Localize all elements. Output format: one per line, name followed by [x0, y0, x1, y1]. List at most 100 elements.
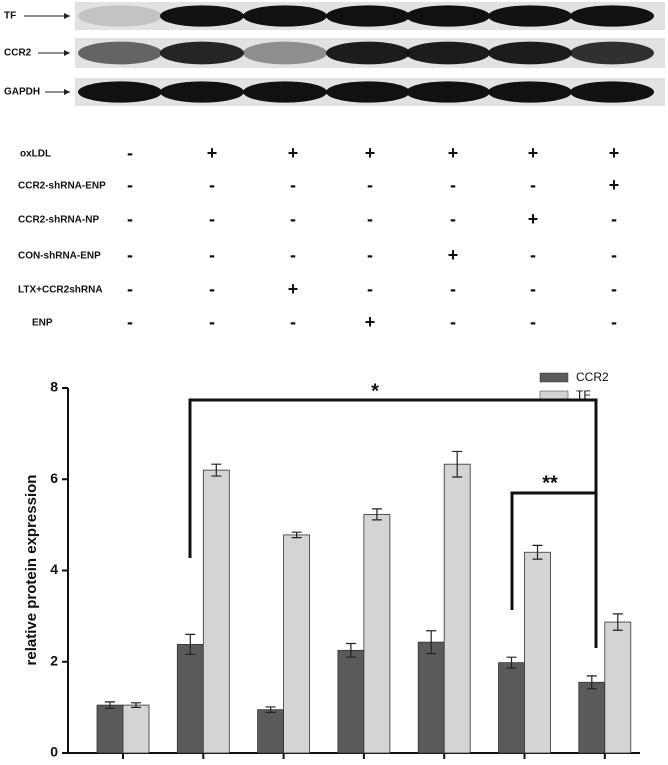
treatment-cell: - — [290, 209, 296, 229]
treatment-cell: + — [448, 143, 459, 163]
blot-band — [570, 81, 654, 103]
treatment-label: CCR2-shRNA-ENP — [18, 181, 106, 192]
treatment-cell: - — [290, 175, 296, 195]
arrow-head — [64, 89, 70, 95]
y-tick-label: 2 — [50, 652, 58, 668]
treatment-cell: - — [290, 245, 296, 265]
treatment-label: LTX+CCR2shRNA — [18, 285, 103, 296]
treatment-cell: + — [365, 312, 376, 332]
bar — [363, 513, 391, 754]
error-bar — [265, 706, 276, 713]
treatment-cell: + — [365, 143, 376, 163]
treatment-cell: + — [528, 209, 539, 229]
treatment-cell: + — [609, 175, 620, 195]
blot-band — [406, 41, 490, 65]
treatment-cell: - — [530, 312, 536, 332]
error-bar — [506, 656, 517, 669]
treatment-label: CCR2-shRNA-NP — [18, 215, 99, 226]
y-tick-label: 4 — [50, 561, 58, 577]
blot-band — [78, 41, 162, 65]
blot-band — [326, 81, 410, 103]
treatment-cell: - — [209, 209, 215, 229]
bar — [96, 704, 124, 754]
y-tick-label: 8 — [50, 379, 58, 395]
treatment-cell: - — [611, 312, 617, 332]
treatment-cell: - — [450, 209, 456, 229]
y-tick-label: 6 — [50, 470, 58, 486]
blot-band — [406, 81, 490, 103]
treatment-cell: - — [127, 143, 133, 163]
blot-band — [326, 41, 410, 65]
legend-label: CCR2 — [576, 370, 609, 384]
blot-band — [78, 5, 162, 27]
treatment-cell: + — [288, 143, 299, 163]
treatment-cell: + — [288, 279, 299, 299]
bar — [257, 709, 285, 754]
error-bar — [185, 633, 196, 656]
bracket — [510, 491, 598, 648]
treatment-cell: - — [209, 245, 215, 265]
blot-band — [160, 81, 244, 103]
blot-label: CCR2 — [4, 48, 32, 59]
treatment-cell: - — [530, 279, 536, 299]
treatment-cell: - — [611, 209, 617, 229]
treatment-cell: - — [367, 279, 373, 299]
blot-band — [160, 41, 244, 65]
blot-label: GAPDH — [4, 87, 40, 98]
blot-band — [78, 81, 162, 103]
blot-band — [570, 5, 654, 27]
arrow-head — [64, 13, 70, 19]
blot-label: TF — [4, 11, 16, 22]
treatment-cell: - — [209, 312, 215, 332]
treatment-cell: - — [127, 209, 133, 229]
bar — [176, 644, 204, 754]
treatment-cell: - — [127, 279, 133, 299]
treatment-label: CON-shRNA-ENP — [18, 251, 101, 262]
treatment-cell: - — [367, 245, 373, 265]
blot-band — [243, 81, 327, 103]
blot-band — [488, 41, 572, 65]
treatment-cell: - — [127, 312, 133, 332]
treatment-cell: - — [611, 245, 617, 265]
bar — [122, 704, 150, 754]
bar — [283, 534, 311, 754]
treatment-cell: - — [611, 279, 617, 299]
error-bar — [426, 630, 437, 655]
treatment-cell: - — [530, 175, 536, 195]
treatment-cell: - — [209, 175, 215, 195]
bar — [337, 649, 365, 754]
y-axis-label: relative protein expression — [23, 475, 40, 666]
treatment-cell: - — [367, 175, 373, 195]
error-bar — [612, 613, 623, 631]
bar — [604, 621, 632, 754]
treatment-cell: + — [609, 143, 620, 163]
error-bar — [371, 508, 382, 521]
y-tick-label: 0 — [50, 744, 58, 760]
blot-band — [570, 41, 654, 65]
error-bar — [131, 702, 141, 708]
annotation: ** — [542, 472, 558, 494]
treatment-cell: - — [450, 279, 456, 299]
treatment-cell: - — [367, 209, 373, 229]
bar — [443, 463, 471, 754]
blot-band — [406, 5, 490, 27]
treatment-cell: + — [448, 245, 459, 265]
blot-band — [488, 5, 572, 27]
blot-band — [243, 41, 327, 65]
treatment-cell: - — [290, 312, 296, 332]
bar — [578, 681, 606, 754]
blot-band — [243, 5, 327, 27]
treatment-cell: + — [528, 143, 539, 163]
legend-swatch — [539, 372, 569, 383]
blot-band — [160, 5, 244, 27]
treatment-cell: - — [450, 175, 456, 195]
treatment-cell: - — [530, 245, 536, 265]
error-bar — [105, 701, 115, 709]
bar — [498, 662, 525, 754]
bar — [202, 469, 230, 754]
error-bar — [211, 463, 222, 477]
treatment-cell: - — [127, 245, 133, 265]
treatment-label: ENP — [32, 318, 53, 329]
treatment-label: oxLDL — [20, 149, 51, 160]
error-bar — [452, 450, 463, 478]
